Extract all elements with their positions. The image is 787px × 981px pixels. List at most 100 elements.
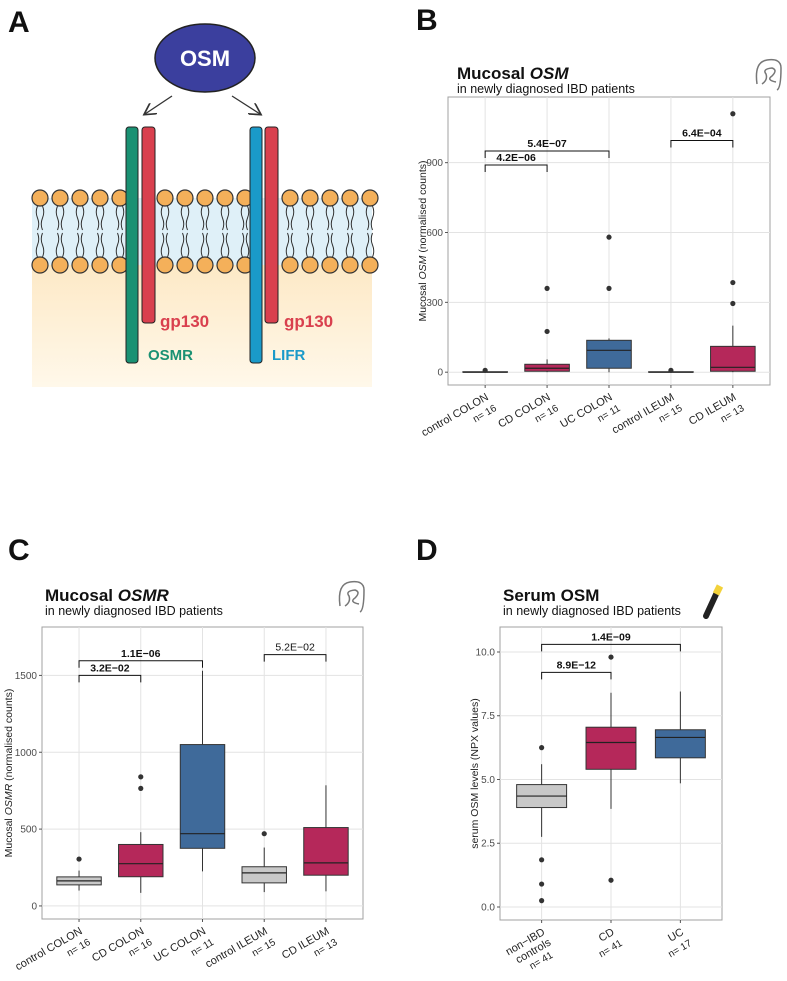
y-tick-label: 500 — [20, 825, 37, 836]
lipid-tail — [345, 232, 350, 258]
lipid-tail — [115, 232, 120, 258]
ligand — [154, 23, 256, 93]
y-tick-label: 0.0 — [481, 902, 495, 913]
lipid-head — [321, 256, 339, 274]
y-label-text: Mucosal — [3, 818, 15, 857]
box — [241, 866, 287, 884]
lipid-tail — [350, 232, 355, 258]
cytoplasm — [32, 265, 372, 387]
receptor — [264, 126, 279, 324]
lipid-head — [51, 256, 69, 274]
lipid-tail — [220, 205, 225, 231]
lipid-tail — [330, 232, 335, 258]
arrow — [231, 95, 260, 114]
lipid-tail — [40, 205, 45, 231]
significance-bracket — [263, 654, 327, 662]
title-text: Serum OSM — [503, 586, 599, 605]
lipid-tail — [120, 205, 125, 231]
p-value: 8.9E−12 — [557, 659, 597, 671]
intestine-icon — [755, 58, 782, 91]
lipid-tail — [95, 232, 100, 258]
y-tick-label: 1000 — [15, 748, 38, 759]
lipid-tail — [225, 205, 230, 231]
significance-bracket — [541, 643, 681, 652]
lipid-head — [91, 256, 109, 274]
lipid-head — [71, 256, 89, 274]
significance-bracket — [78, 674, 142, 683]
outlier — [608, 877, 614, 883]
significance-bracket — [484, 150, 610, 159]
ligand-label: OSM — [180, 46, 230, 71]
lipid-tail — [35, 205, 40, 231]
y-label-gene: OSM — [417, 255, 429, 279]
outlier — [668, 367, 674, 373]
lipid-head — [196, 189, 214, 207]
title-text: Mucosal — [45, 586, 113, 605]
lipid-head — [341, 189, 359, 207]
lipid-tail — [285, 205, 290, 231]
y-label-rest: (normalised counts) — [3, 689, 15, 781]
lipid-tail — [100, 232, 105, 258]
lipid-head — [176, 256, 194, 274]
lipid-tail — [365, 232, 370, 258]
lipid-head — [156, 189, 174, 207]
lipid-tail — [55, 232, 60, 258]
y-tick-label: 900 — [426, 158, 443, 169]
lipid-head — [31, 189, 49, 207]
lipid-tail — [80, 205, 85, 231]
chart-subtitle: in newly diagnosed IBD patients — [457, 82, 635, 96]
title-gene: OSMR — [118, 586, 170, 605]
panel-letter: C — [8, 534, 30, 567]
chart-subtitle: in newly diagnosed IBD patients — [45, 604, 223, 618]
y-label-text: Mucosal — [417, 282, 429, 321]
lipid-head — [341, 256, 359, 274]
lipid-tail — [165, 205, 170, 231]
outlier — [606, 285, 612, 291]
outlier — [730, 300, 736, 307]
lipids — [31, 189, 379, 274]
lipid-tail — [185, 232, 190, 258]
box — [303, 827, 349, 876]
lipid-head — [176, 189, 194, 207]
tube-icon — [703, 584, 724, 619]
lipid-tail — [40, 232, 45, 258]
lipid-tail — [350, 205, 355, 231]
lipid-tail — [310, 205, 315, 231]
chart-title: Mucosal OSM — [457, 64, 569, 83]
arrow — [145, 95, 173, 114]
p-value: 1.1E−06 — [121, 648, 161, 660]
lipid-tail — [160, 205, 165, 231]
receptor-label: OSMR — [148, 347, 193, 364]
outlier — [539, 745, 545, 751]
significance-bracket — [484, 164, 548, 172]
lipid-head — [91, 189, 109, 207]
lipid-tail — [185, 205, 190, 231]
lipid-tail — [305, 232, 310, 258]
lipid-tail — [100, 205, 105, 231]
y-tick-label: 2.5 — [481, 839, 495, 850]
lipid-tail — [305, 205, 310, 231]
lipid-tail — [245, 232, 250, 258]
y-tick-label: 0 — [437, 368, 443, 379]
lipid-head — [361, 189, 379, 207]
lipid-head — [281, 256, 299, 274]
p-value: 5.2E−02 — [275, 642, 315, 654]
lipid-head — [281, 189, 299, 207]
significance-bracket — [78, 660, 203, 668]
lipid-head — [31, 256, 49, 274]
box — [179, 744, 226, 849]
outlier — [261, 831, 267, 837]
y-axis-label: Mucosal OSM (normalised counts) — [417, 160, 429, 321]
lipid-tail — [220, 232, 225, 258]
lipid-tail — [345, 205, 350, 231]
p-value: 1.4E−09 — [591, 631, 631, 643]
outlier — [544, 285, 550, 291]
lipid-tail — [200, 205, 205, 231]
intestine-icon — [338, 580, 365, 613]
outlier — [76, 856, 82, 862]
y-axis-label: serum OSM levels (NPX values) — [469, 698, 481, 849]
lipid-tail — [95, 205, 100, 231]
title-gene: OSM — [530, 64, 570, 83]
box — [585, 726, 637, 770]
lipid-tail — [60, 205, 65, 231]
